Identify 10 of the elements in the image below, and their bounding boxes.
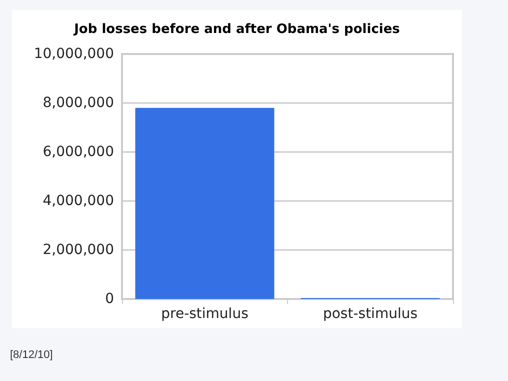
y-tick-label: 10,000,000 [34, 46, 114, 62]
y-tick-label: 2,000,000 [42, 242, 114, 258]
x-tick-label: post-stimulus [322, 306, 418, 322]
y-tick-label: 6,000,000 [42, 144, 114, 160]
y-tick-label: 0 [105, 291, 114, 307]
text: [8/12/10] [10, 349, 53, 361]
y-tick-label: 4,000,000 [42, 193, 114, 209]
x-tick-label: pre-stimulus [161, 306, 248, 322]
chart-title: Job losses before and after Obama's policies [73, 22, 400, 37]
y-tick-label: 8,000,000 [42, 95, 114, 111]
